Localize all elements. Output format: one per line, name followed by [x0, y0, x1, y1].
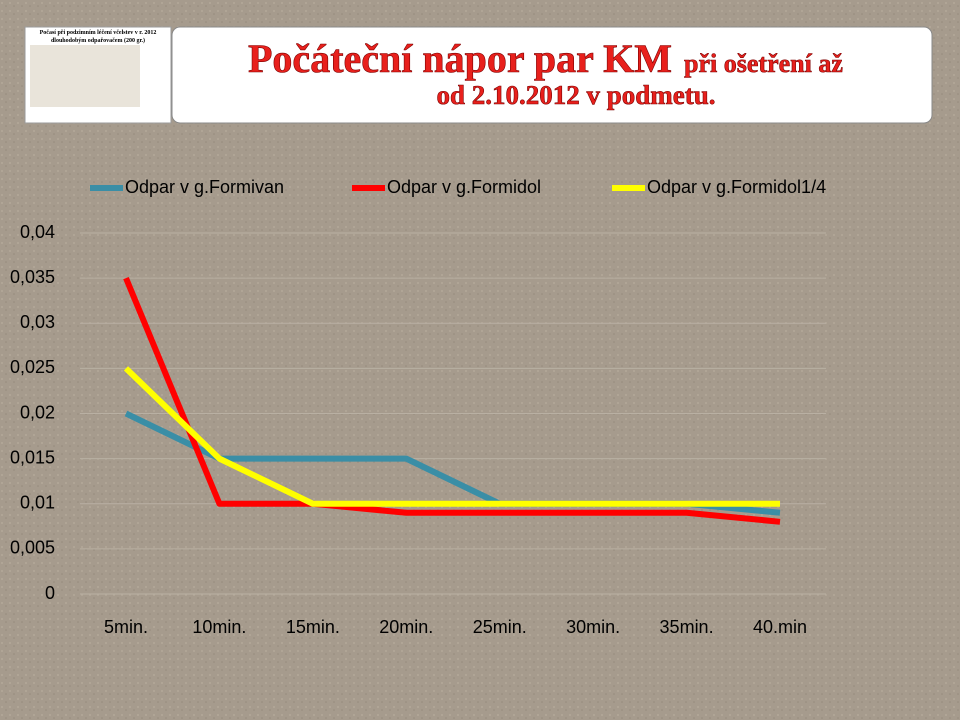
- x-tick-label: 40.min: [753, 617, 807, 637]
- chart: 0 0,005 0,01 0,015 0,02 0,025 0,03 0,035 0,04 5mi…: [10, 177, 826, 637]
- x-tick-label: 15min.: [286, 617, 340, 637]
- legend-label: Odpar v g.Formidol1/4: [647, 177, 826, 197]
- x-tick-label: 30min.: [566, 617, 620, 637]
- series-line: [123, 276, 781, 525]
- y-tick-label: 0: [45, 583, 55, 603]
- y-tick-label: 0,005: [10, 538, 55, 558]
- y-tick-label: 0,035: [10, 267, 55, 287]
- thumbnail: Počasí při podzimním léčení včelstev v r…: [24, 26, 172, 124]
- legend-label: Odpar v g.Formidol: [387, 177, 541, 197]
- x-tick-label: 10min.: [192, 617, 246, 637]
- y-tick-label: 0,025: [10, 357, 55, 377]
- title-suffix: při ošetření až: [684, 49, 843, 78]
- y-tick-label: 0,04: [20, 222, 55, 242]
- title-main: Počáteční nápor par KM: [248, 36, 672, 81]
- series-line: [123, 366, 780, 507]
- legend-label: Odpar v g.Formivan: [125, 177, 284, 197]
- x-tick-label: 35min.: [660, 617, 714, 637]
- y-tick-label: 0,03: [20, 312, 55, 332]
- y-tick-label: 0,015: [10, 447, 55, 467]
- thumbnail-title: dlouhodobým odpařovačem (200 gr.): [51, 37, 145, 44]
- y-tick-label: 0,02: [20, 402, 55, 422]
- x-tick-label: 25min.: [473, 617, 527, 637]
- thumbnail-plot: [30, 45, 140, 107]
- thumbnail-title: Počasí při podzimním léčení včelstev v r…: [40, 30, 157, 36]
- x-tick-label: 5min.: [104, 617, 148, 637]
- title: Počáteční nápor par KM při ošetření až: [248, 36, 843, 81]
- subtitle: od 2.10.2012 v podmetu.: [436, 80, 715, 110]
- x-tick-label: 20min.: [379, 617, 433, 637]
- y-tick-label: 0,01: [20, 493, 55, 513]
- title-box: [171, 26, 933, 124]
